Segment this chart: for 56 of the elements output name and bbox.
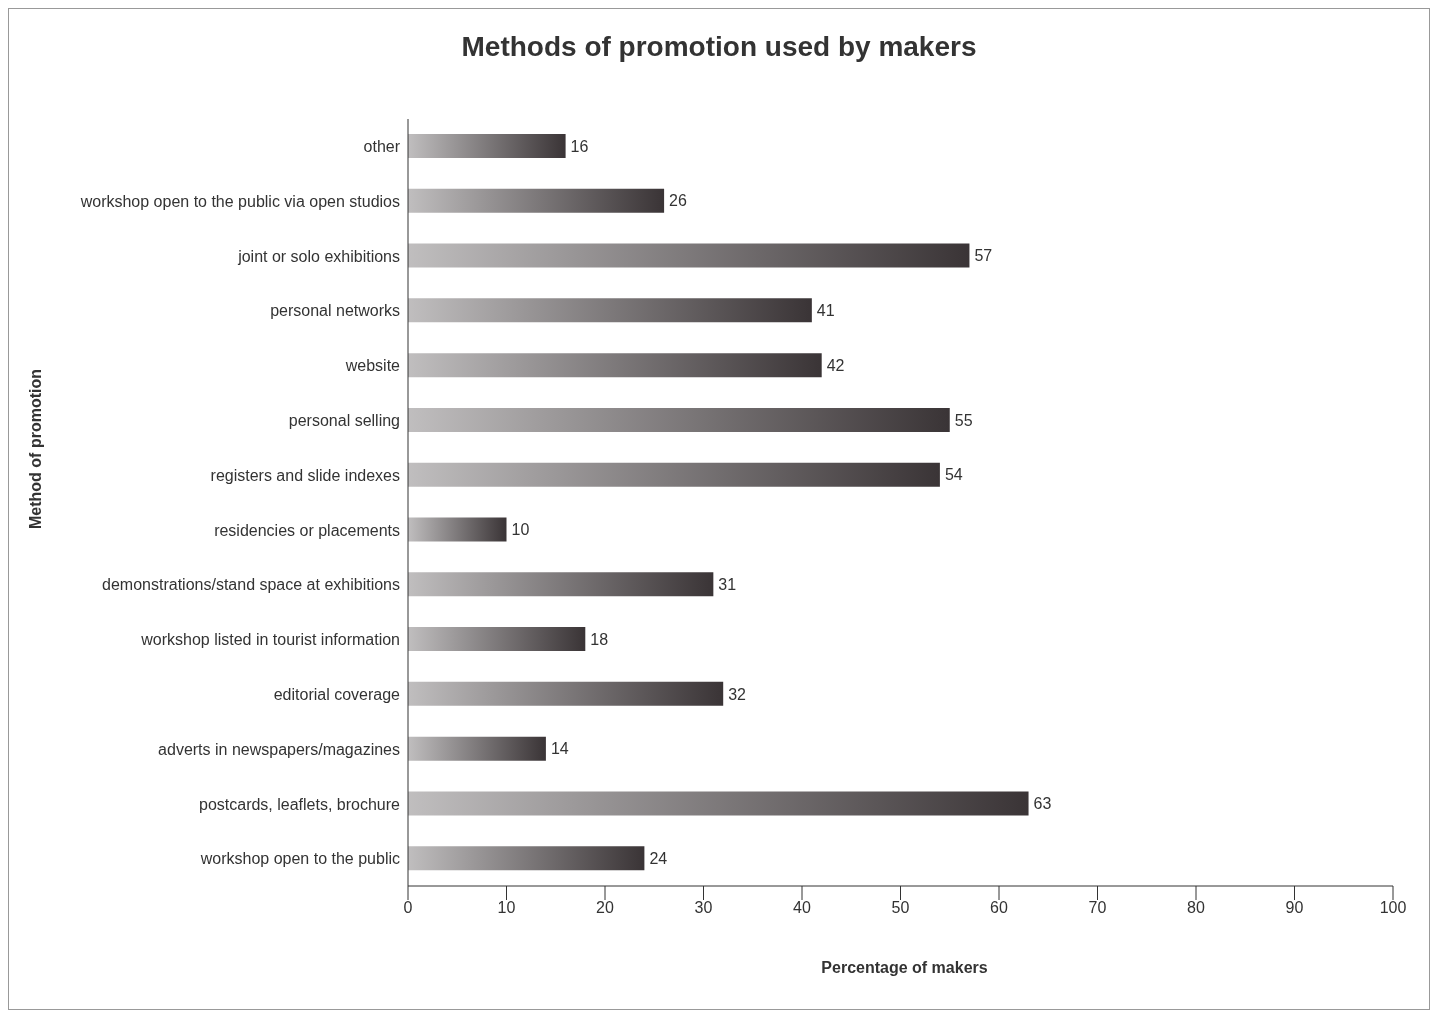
data-label: 41 xyxy=(816,302,835,320)
data-label: 16 xyxy=(570,137,589,155)
y-tick-label: workshop open to the public via open studios xyxy=(79,192,400,210)
x-tick-label: 40 xyxy=(793,899,811,917)
y-tick-label: other xyxy=(363,138,401,156)
bar xyxy=(408,188,665,213)
y-tick-label: demonstrations/stand space at exhibitions xyxy=(102,576,400,594)
x-tick-label: 60 xyxy=(990,899,1008,917)
bar xyxy=(408,298,812,323)
x-tick-label: 70 xyxy=(1088,899,1107,917)
y-tick-label: editorial coverage xyxy=(273,685,401,703)
data-label: 42 xyxy=(826,356,845,374)
data-label: 14 xyxy=(550,740,569,758)
bar xyxy=(408,353,822,378)
x-tick-label: 50 xyxy=(891,899,910,917)
x-tick-label: 20 xyxy=(596,899,614,917)
data-label: 57 xyxy=(974,247,993,265)
x-tick-label: 90 xyxy=(1285,899,1304,917)
bar xyxy=(408,627,586,652)
bar xyxy=(408,572,714,597)
data-label: 18 xyxy=(590,630,609,648)
data-label: 10 xyxy=(511,521,530,539)
chart-title: Methods of promotion used by makers xyxy=(460,31,978,63)
y-tick-label: postcards, leaflets, brochure xyxy=(199,795,401,813)
y-tick-label: workshop open to the public xyxy=(199,850,400,868)
bar xyxy=(408,846,645,871)
bar xyxy=(408,134,566,158)
data-label: 31 xyxy=(718,575,737,593)
y-tick-label: residencies or placements xyxy=(214,521,400,539)
y-tick-label: adverts in newspapers/magazines xyxy=(158,740,400,758)
data-label: 55 xyxy=(954,411,973,429)
x-axis-title: Percentage of makers xyxy=(820,959,989,977)
data-label: 32 xyxy=(728,685,747,703)
bar xyxy=(408,243,970,268)
bar xyxy=(408,791,1029,816)
x-tick-label: 30 xyxy=(694,899,713,917)
data-label: 26 xyxy=(669,192,687,210)
y-tick-label: personal networks xyxy=(270,302,400,320)
bar xyxy=(408,517,507,542)
data-label: 63 xyxy=(1033,795,1052,813)
x-tick-label: 0 xyxy=(403,899,413,917)
bar xyxy=(408,462,940,487)
bar xyxy=(408,681,724,706)
data-label: 24 xyxy=(649,849,668,867)
x-tick-label: 80 xyxy=(1187,899,1205,917)
y-tick-label: joint or solo exhibitions xyxy=(237,247,400,265)
data-label: 54 xyxy=(944,466,963,484)
bar xyxy=(408,736,546,761)
y-tick-label: workshop listed in tourist information xyxy=(140,631,400,649)
bar xyxy=(408,407,950,432)
x-tick-label: 100 xyxy=(1379,899,1407,917)
y-tick-label: registers and slide indexes xyxy=(210,466,400,484)
y-axis-title: Method of promotion xyxy=(27,369,45,529)
y-tick-label: personal selling xyxy=(288,412,400,429)
y-tick-label: website xyxy=(344,357,401,375)
x-tick-label: 10 xyxy=(497,899,516,917)
